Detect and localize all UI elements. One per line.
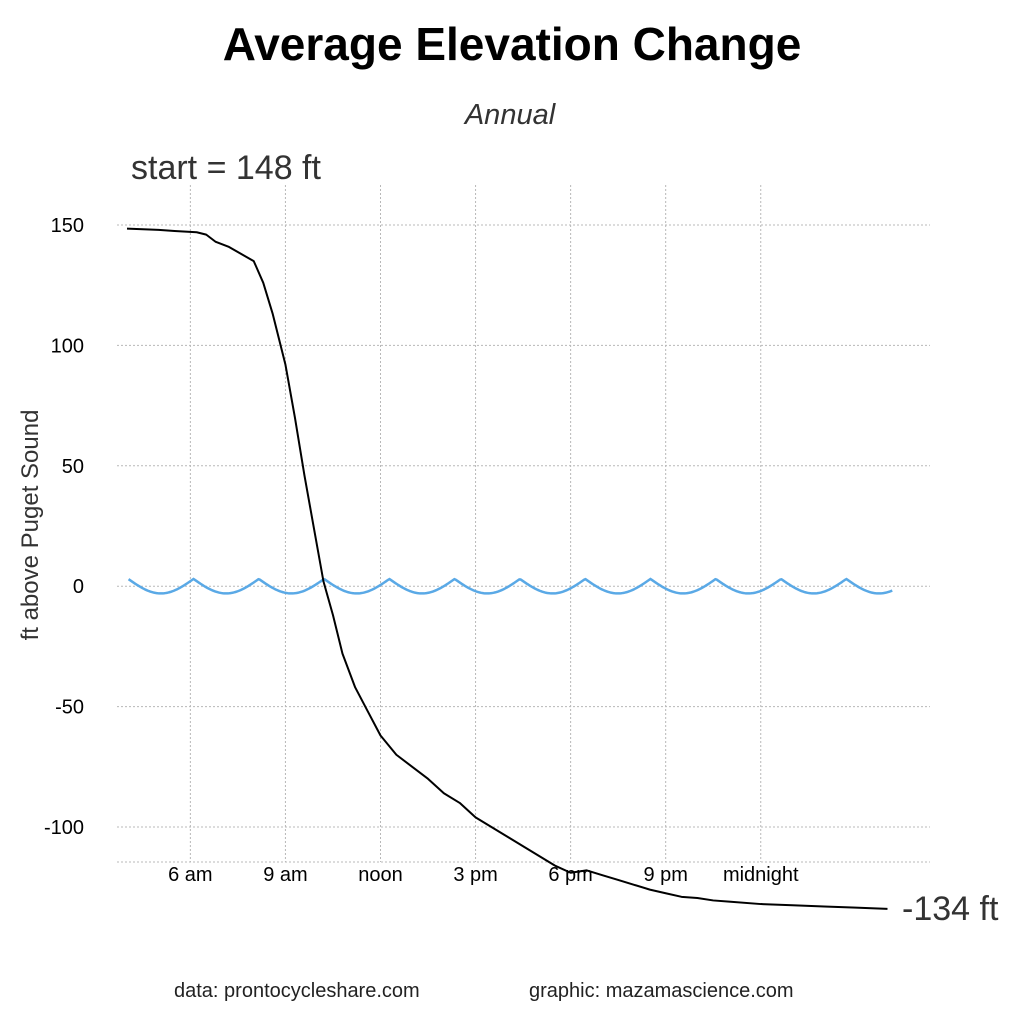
grid-lines bbox=[117, 185, 930, 863]
y-tick-label: 0 bbox=[73, 576, 84, 598]
series-lines bbox=[126, 227, 893, 910]
data-source-credit: data: prontocycleshare.com bbox=[174, 980, 420, 1002]
y-tick-label: -100 bbox=[44, 817, 84, 839]
x-tick-label: midnight bbox=[723, 864, 799, 886]
x-tick-label: 6 pm bbox=[548, 864, 592, 886]
x-tick-labels: 6 am 9 am noon 3 pm 6 pm 9 pm midnight bbox=[168, 864, 799, 886]
chart-subtitle: Annual bbox=[463, 99, 557, 131]
y-tick-labels: 150 100 50 0 -50 -100 bbox=[44, 215, 84, 839]
puget-sound-wave-line bbox=[127, 577, 893, 595]
x-tick-label: noon bbox=[358, 864, 403, 886]
x-tick-label: 9 am bbox=[263, 864, 307, 886]
start-label: start = 148 ft bbox=[131, 149, 321, 187]
x-tick-label: 6 am bbox=[168, 864, 212, 886]
x-tick-label: 9 pm bbox=[643, 864, 687, 886]
elevation-line bbox=[126, 227, 888, 910]
y-tick-label: 100 bbox=[51, 335, 84, 357]
y-axis-label: ft above Puget Sound bbox=[17, 410, 44, 641]
graphic-source-credit: graphic: mazamascience.com bbox=[529, 980, 794, 1002]
x-tick-label: 3 pm bbox=[453, 864, 497, 886]
y-tick-label: -50 bbox=[55, 697, 84, 719]
y-tick-label: 150 bbox=[51, 215, 84, 237]
y-tick-label: 50 bbox=[62, 456, 84, 478]
chart-title: Average Elevation Change bbox=[223, 18, 802, 70]
end-label: -134 ft bbox=[902, 890, 999, 928]
